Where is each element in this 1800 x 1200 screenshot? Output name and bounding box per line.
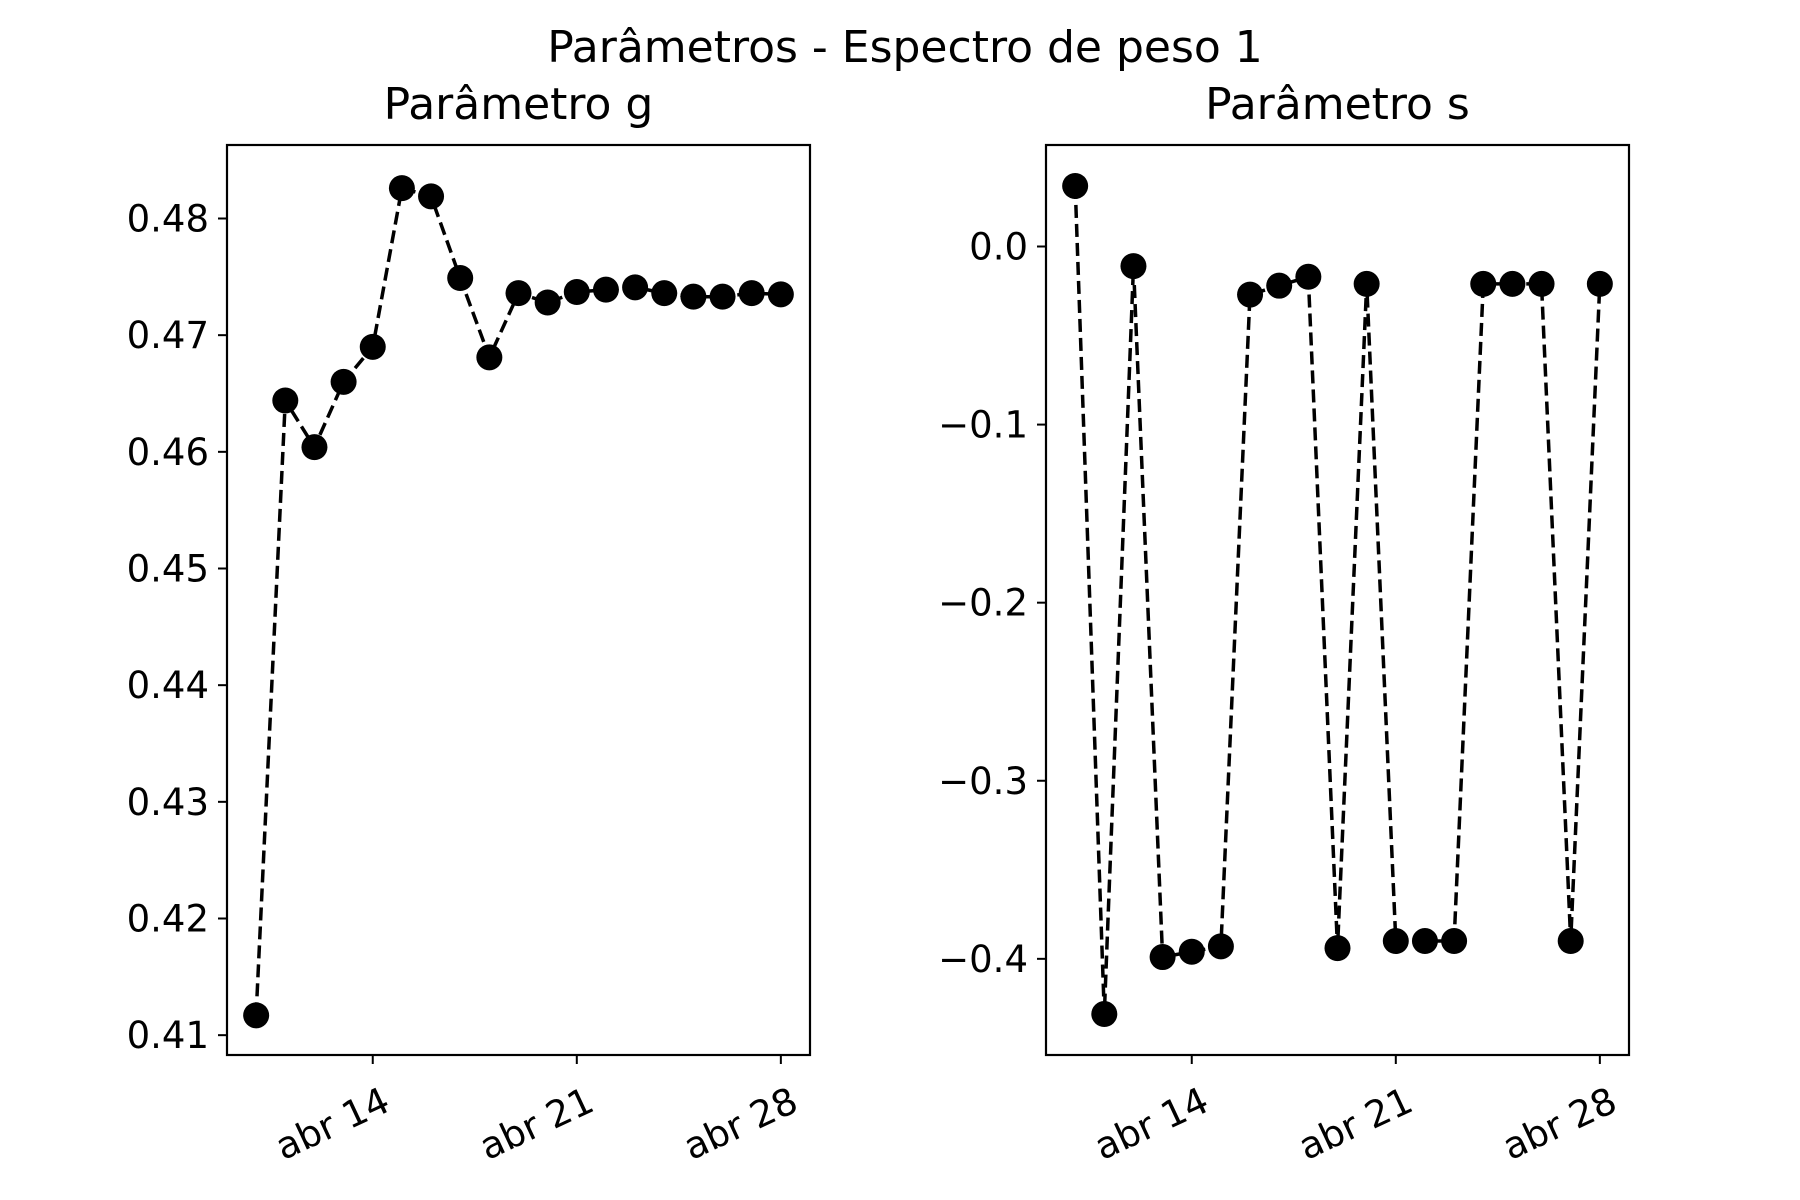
y-tick-label: 0.48 [127, 198, 209, 241]
data-point [447, 265, 474, 291]
subplot-title: Parâmetro s [1205, 79, 1470, 130]
data-point [1120, 253, 1147, 280]
figure-title: Parâmetros - Espectro de peso 1 [547, 22, 1263, 73]
data-point [1353, 270, 1380, 297]
data-point [1178, 938, 1205, 965]
data-point [563, 279, 590, 305]
data-point [709, 283, 736, 310]
data-point [505, 280, 532, 307]
data-point [592, 276, 619, 303]
data-point [272, 387, 299, 414]
y-tick-label: 0.46 [127, 431, 209, 474]
axes-frame [225, 143, 812, 1057]
data-point [243, 1002, 270, 1029]
data-point [418, 183, 445, 210]
y-tick-label: 0.42 [127, 898, 209, 941]
data-point [738, 280, 765, 307]
data-point [476, 344, 503, 371]
data-point [1324, 935, 1351, 962]
subplot-title: Parâmetro g [384, 79, 654, 130]
y-tick-label: −0.3 [938, 760, 1028, 803]
y-tick-label: 0.47 [127, 314, 209, 357]
data-point [1499, 270, 1526, 297]
data-point [1295, 263, 1322, 290]
data-point [388, 175, 415, 202]
data-point [1470, 270, 1497, 297]
axes-frame [1044, 143, 1631, 1057]
data-point [1266, 272, 1293, 299]
data-point [1411, 928, 1438, 955]
y-tick-label: −0.4 [938, 938, 1028, 981]
y-tick-label: −0.1 [938, 404, 1028, 447]
data-point [1557, 928, 1584, 955]
y-tick-label: −0.2 [938, 582, 1028, 625]
data-point [1528, 270, 1555, 297]
y-tick-label: 0.44 [127, 664, 209, 707]
data-point [767, 281, 794, 308]
data-point [301, 434, 328, 461]
data-point [1441, 928, 1468, 955]
y-tick-label: 0.0 [969, 226, 1028, 269]
data-point [1207, 933, 1234, 960]
data-point [534, 289, 561, 316]
data-point [1149, 944, 1176, 971]
y-tick-label: 0.45 [127, 548, 209, 591]
data-point [1382, 928, 1409, 955]
data-point [1062, 172, 1089, 199]
data-point [622, 274, 649, 301]
data-point [680, 283, 707, 310]
y-tick-label: 0.43 [127, 781, 209, 824]
data-point [359, 333, 386, 360]
data-point [1586, 270, 1613, 297]
data-point [651, 280, 678, 307]
y-tick-label: 0.41 [127, 1014, 209, 1057]
data-point [330, 368, 357, 395]
data-point [1237, 281, 1264, 308]
data-point [1091, 1001, 1118, 1028]
